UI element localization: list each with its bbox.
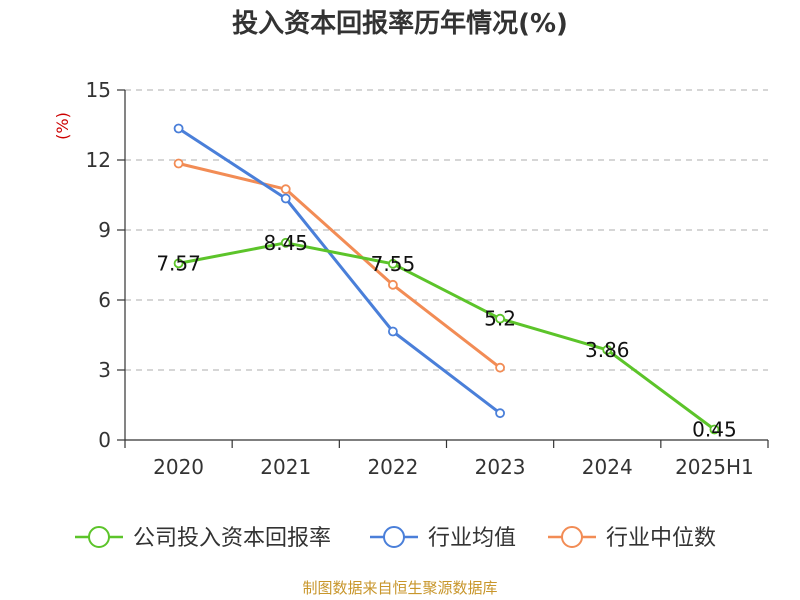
series-1-point-0 — [173, 123, 184, 134]
data-label-5: 0.45 — [692, 418, 737, 442]
series-line-1 — [177, 127, 501, 415]
legend: 公司投入资本回报率 行业均值 行业中位数 — [75, 526, 716, 551]
legend-marker-0 — [88, 526, 110, 548]
x-tick-label-1: 2021 — [260, 455, 311, 479]
data-labels: 7.57 8.45 7.55 5.2 3.86 0.45 — [156, 231, 736, 442]
series-0-point-3 — [495, 313, 505, 324]
x-tick-label-2: 2022 — [367, 455, 418, 479]
series-0-point-4 — [602, 345, 613, 355]
grid-lines — [125, 89, 768, 371]
data-label-4: 3.86 — [585, 338, 630, 362]
series-0-point-2 — [388, 258, 398, 269]
series-2-point-2 — [388, 279, 398, 290]
x-tick-label-3: 2023 — [475, 455, 526, 479]
source-note: 制图数据来自恒生聚源数据库 — [302, 579, 497, 597]
legend-marker-2 — [561, 526, 583, 548]
y-tick-label-4: 12 — [86, 148, 111, 172]
series-lines — [173, 123, 720, 435]
chart-title: 投入资本回报率历年情况(%) — [232, 8, 568, 39]
axes: 0 3 6 9 12 15 2020 2021 2022 2023 2024 2025H1 — [86, 78, 769, 479]
series-2 — [173, 158, 505, 373]
series-2-point-3 — [495, 362, 505, 373]
x-tick-label-5: 2025H1 — [675, 455, 754, 479]
y-tick-label-5: 15 — [86, 78, 111, 102]
legend-item-1: 行业均值 — [370, 526, 516, 551]
series-1-point-3 — [495, 408, 505, 419]
y-tick-label-3: 9 — [98, 218, 111, 242]
series-2-point-1 — [280, 184, 291, 195]
data-label-0: 7.57 — [156, 251, 201, 275]
series-2-point-0 — [173, 158, 184, 169]
series-1-point-1 — [280, 193, 291, 204]
legend-label-0: 公司投入资本回报率 — [133, 526, 331, 551]
x-tick-label-0: 2020 — [153, 455, 204, 479]
legend-label-2: 行业中位数 — [606, 526, 716, 551]
series-1-point-2 — [388, 326, 398, 337]
legend-marker-1 — [383, 526, 405, 548]
y-axis-unit: (%) — [53, 112, 72, 140]
series-1 — [173, 123, 505, 419]
series-0-point-0 — [173, 258, 184, 269]
data-label-3: 5.2 — [484, 307, 516, 331]
legend-item-0: 公司投入资本回报率 — [75, 526, 331, 551]
series-0 — [173, 237, 720, 435]
legend-label-1: 行业均值 — [428, 526, 516, 551]
data-label-1: 8.45 — [263, 231, 308, 255]
y-tick-label-0: 0 — [98, 428, 111, 452]
legend-item-2: 行业中位数 — [548, 526, 716, 551]
x-tick-label-4: 2024 — [582, 455, 633, 479]
series-line-0 — [178, 241, 716, 431]
y-tick-label-1: 3 — [98, 358, 111, 382]
data-label-2: 7.55 — [371, 252, 416, 276]
series-0-point-1 — [280, 237, 291, 248]
series-0-point-5 — [709, 424, 720, 435]
y-tick-label-2: 6 — [98, 288, 111, 312]
series-line-2 — [178, 162, 502, 369]
